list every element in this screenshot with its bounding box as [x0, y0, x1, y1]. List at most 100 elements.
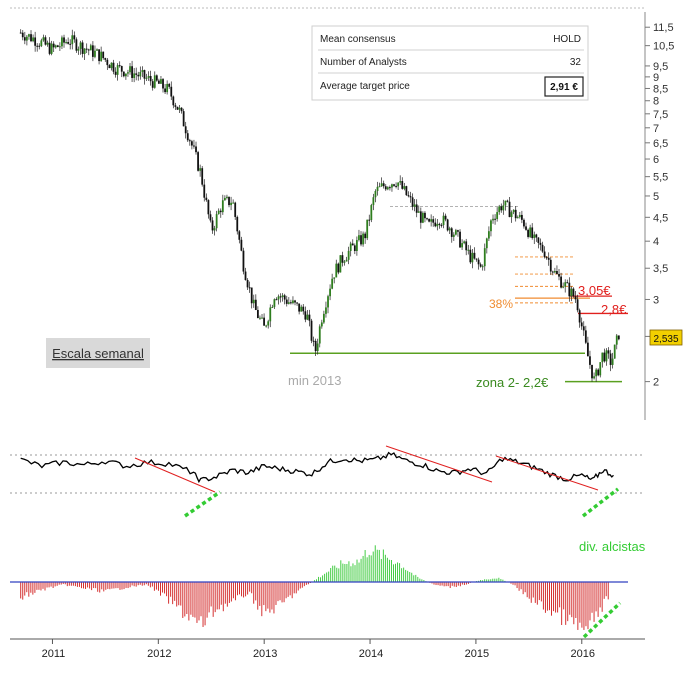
candle-body: [417, 211, 420, 213]
candle-body: [591, 364, 593, 379]
candle-body: [444, 215, 447, 220]
candle-body: [419, 211, 422, 223]
candle-body: [562, 286, 565, 288]
consensus-label-target: Average target price: [320, 81, 410, 92]
candle-body: [613, 344, 616, 359]
candle-body: [112, 62, 115, 72]
candle-body: [617, 335, 620, 340]
osc-trendline-2012: [134, 457, 216, 493]
x-tick-label: 2012: [147, 648, 171, 660]
candle-body: [386, 187, 389, 190]
candle-body: [471, 252, 474, 263]
candle-body: [190, 141, 193, 146]
consensus-value-analysts: 32: [570, 57, 582, 68]
candle-body: [553, 271, 556, 273]
candle-body: [595, 369, 598, 377]
price-y-tick-label: 6: [653, 154, 659, 166]
candle-body: [73, 35, 76, 40]
candle-body: [490, 220, 492, 232]
candle-body: [506, 200, 509, 202]
candle-body: [461, 243, 463, 248]
candle-body: [211, 220, 214, 231]
price-y-tick-label: 8: [653, 96, 659, 108]
candle-body: [19, 32, 22, 34]
candle-body: [250, 287, 253, 304]
candle-body: [558, 273, 560, 277]
div-label: div. alcistas: [579, 539, 646, 554]
candle-body: [67, 42, 70, 44]
candle-body: [147, 75, 150, 78]
candle-body: [314, 340, 317, 352]
candle-body: [502, 205, 505, 211]
candle-body: [98, 49, 100, 62]
candle-body: [75, 39, 78, 51]
candle-body: [574, 296, 577, 300]
candle-body: [384, 186, 387, 190]
candle-body: [391, 184, 393, 188]
price-y-tick-label: 5: [653, 191, 659, 203]
candle-body: [36, 45, 39, 47]
candle-body: [388, 187, 391, 189]
consensus-value-target: 2,91 €: [550, 82, 578, 93]
price-y-tick-label: 4: [653, 236, 659, 248]
candle-body: [593, 376, 595, 379]
candle-body: [448, 228, 451, 231]
candle-body: [551, 271, 554, 273]
candle-body: [424, 212, 426, 219]
price-y-tick-label: 10,5: [653, 41, 674, 53]
candle-body: [178, 107, 181, 110]
candle-body: [362, 233, 364, 245]
candle-body: [556, 271, 558, 274]
candle-body: [133, 73, 136, 78]
candle-body: [368, 219, 371, 221]
candle-body: [58, 46, 61, 48]
candle-body: [205, 197, 208, 201]
candle-body: [157, 80, 160, 84]
candle-body: [395, 185, 397, 187]
candle-body: [308, 314, 311, 321]
candle-body: [568, 282, 571, 297]
candle-body: [296, 302, 298, 304]
candle-body: [242, 250, 245, 272]
candle-body: [281, 295, 284, 298]
candle-body: [353, 245, 356, 251]
candle-body: [337, 263, 340, 273]
x-tick-label: 2014: [359, 648, 383, 660]
resistance-28-label: 2,8€: [601, 302, 627, 317]
candle-body: [566, 282, 569, 284]
candle-body: [341, 255, 344, 263]
candle-body: [188, 140, 191, 142]
candle-body: [34, 37, 37, 46]
candle-body: [143, 70, 146, 79]
candle-body: [238, 231, 241, 240]
candle-body: [578, 310, 581, 323]
candle-body: [193, 145, 195, 147]
candle-body: [514, 209, 517, 219]
candle-body: [380, 183, 383, 187]
candle-body: [273, 299, 276, 307]
osc-trendline-2014: [385, 445, 493, 483]
candle-body: [609, 353, 612, 365]
osc-div-2012: [184, 490, 221, 518]
candle-body: [28, 34, 30, 37]
price-y-ticks: 11,510,59,598,587,576,565,554,543,532,52: [645, 22, 674, 389]
candle-body: [487, 231, 490, 239]
candle-body: [331, 278, 334, 289]
candle-body: [572, 288, 575, 297]
candle-body: [510, 212, 513, 218]
candle-body: [611, 358, 614, 365]
candle-body: [547, 257, 550, 260]
candle-body: [248, 287, 251, 289]
candle-body: [485, 238, 488, 249]
candle-body: [139, 71, 142, 77]
candle-body: [124, 73, 127, 77]
histogram-bars: [20, 545, 609, 630]
last-price-badge: [649, 329, 683, 346]
candle-body: [267, 321, 270, 326]
candle-body: [463, 241, 466, 244]
candle-body: [504, 200, 507, 206]
min-2013-label: min 2013: [288, 373, 341, 388]
candle-body: [217, 210, 220, 215]
candle-body: [580, 322, 583, 327]
hist-div-2016: [582, 601, 622, 639]
